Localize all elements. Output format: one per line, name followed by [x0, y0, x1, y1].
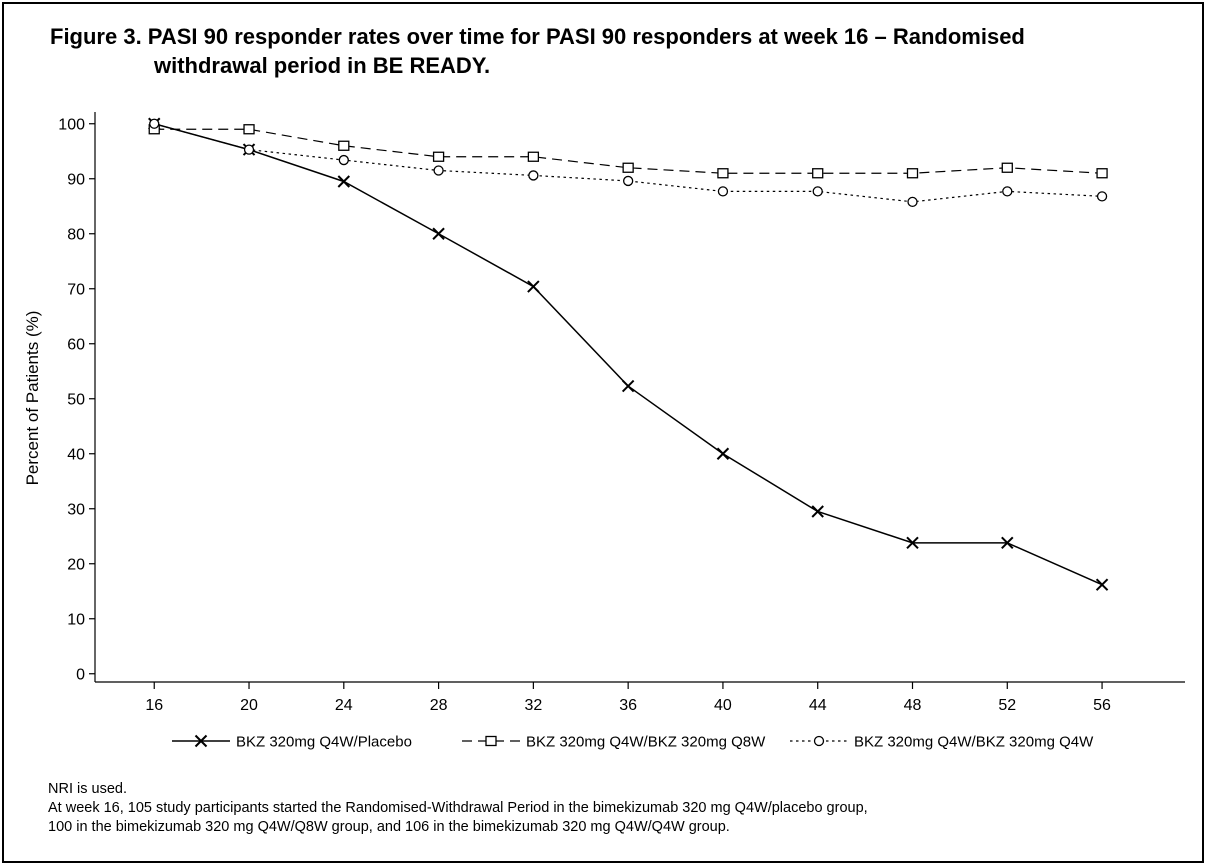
footnote-nri: NRI is used. — [48, 781, 127, 797]
point-x-wk56 — [1095, 578, 1109, 591]
y-tick-label-40: 40 — [67, 446, 85, 463]
point-square-wk28 — [432, 151, 445, 162]
footnote-participants-1: At week 16, 105 study participants start… — [48, 800, 868, 816]
point-circle-wk44 — [812, 186, 823, 197]
x-tick-label-40: 40 — [714, 697, 732, 714]
x-tick-label-36: 36 — [619, 697, 637, 714]
x-tick-label-56: 56 — [1093, 697, 1111, 714]
point-square-wk48 — [906, 168, 919, 179]
y-tick-label-20: 20 — [67, 556, 85, 573]
y-tick-label-100: 100 — [58, 116, 85, 133]
point-x-wk48 — [906, 536, 919, 550]
point-circle-wk20 — [243, 144, 255, 155]
x-tick-label-16: 16 — [145, 697, 163, 714]
point-x-wk24 — [337, 175, 351, 188]
legend-marker-3 — [813, 735, 825, 747]
point-x-wk32 — [527, 280, 540, 293]
series-line-bkz-320mg-q4w-bkz-320mg-q8w — [154, 128, 1103, 174]
point-circle-wk52 — [1002, 186, 1013, 197]
x-tick-label-28: 28 — [430, 697, 448, 714]
legend-marker-2 — [485, 735, 497, 747]
point-circle-wk36 — [623, 175, 634, 187]
x-tick-label-32: 32 — [524, 697, 542, 714]
point-square-wk52 — [1001, 162, 1013, 173]
point-square-wk44 — [812, 168, 824, 179]
y-tick-label-10: 10 — [67, 611, 85, 628]
footnotes: NRI is used. At week 16, 105 study parti… — [48, 780, 1178, 837]
x-tick-label-48: 48 — [904, 697, 922, 714]
point-circle-wk28 — [433, 165, 444, 176]
legend-marker-1 — [194, 734, 208, 748]
y-tick-label-0: 0 — [76, 666, 85, 683]
point-square-wk36 — [622, 162, 634, 173]
point-x-wk52 — [1001, 536, 1014, 550]
legend-label-2: BKZ 320mg Q4W/BKZ 320mg Q8W — [526, 734, 766, 751]
y-tick-label-30: 30 — [67, 501, 85, 518]
y-axis-label: Percent of Patients (%) — [23, 311, 42, 486]
y-tick-label-60: 60 — [67, 336, 85, 353]
point-circle-wk56 — [1096, 191, 1108, 202]
footnote-participants-2: 100 in the bimekizumab 320 mg Q4W/Q8W gr… — [48, 819, 730, 835]
y-tick-label-70: 70 — [67, 281, 85, 298]
legend-label-3: BKZ 320mg Q4W/BKZ 320mg Q4W — [854, 734, 1094, 751]
point-circle-wk24 — [338, 154, 349, 166]
point-circle-wk16 — [149, 118, 160, 129]
point-x-wk40 — [716, 447, 730, 460]
point-x-wk28 — [432, 227, 445, 240]
series-line-bkz-320mg-q4w-placebo — [154, 123, 1103, 586]
point-square-wk20 — [243, 124, 255, 135]
y-tick-label-90: 90 — [67, 171, 85, 188]
point-x-wk44 — [811, 505, 824, 518]
y-tick-label-80: 80 — [67, 226, 85, 243]
x-tick-label-20: 20 — [240, 697, 258, 714]
point-circle-wk32 — [528, 170, 539, 181]
legend-label-1: BKZ 320mg Q4W/Placebo — [236, 734, 412, 751]
point-square-wk56 — [1096, 168, 1108, 179]
x-tick-label-44: 44 — [809, 697, 827, 714]
figure-title: Figure 3. PASI 90 responder rates over t… — [50, 22, 1180, 80]
figure-title-line1: Figure 3. PASI 90 responder rates over t… — [50, 24, 1025, 49]
point-circle-wk40 — [717, 186, 729, 197]
point-square-wk24 — [338, 140, 350, 151]
point-square-wk32 — [527, 151, 540, 162]
y-tick-label-50: 50 — [67, 391, 85, 408]
point-circle-wk48 — [907, 196, 918, 208]
figure-title-line2: withdrawal period in BE READY. — [154, 53, 491, 78]
x-tick-label-24: 24 — [335, 697, 353, 714]
x-tick-label-52: 52 — [998, 697, 1016, 714]
point-square-wk40 — [717, 168, 729, 179]
point-x-wk36 — [621, 379, 635, 393]
